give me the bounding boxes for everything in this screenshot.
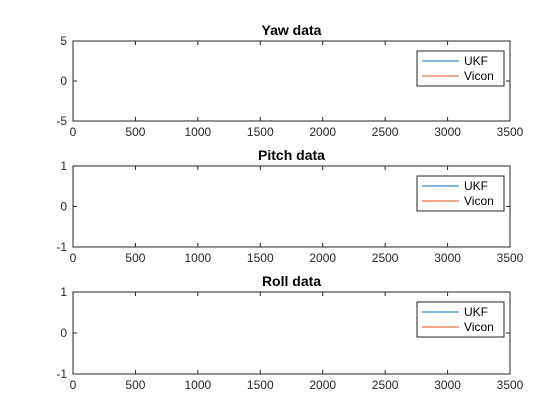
x-tick-label: 500: [125, 125, 145, 139]
chart-title: Pitch data: [258, 147, 325, 163]
x-tick-label: 0: [70, 378, 77, 392]
y-tick-label: 5: [60, 34, 67, 48]
x-tick-label: 2500: [372, 125, 399, 139]
legend-label-ukf: UKF: [464, 54, 488, 68]
legend-box: [416, 50, 505, 87]
legend-label-ukf: UKF: [464, 179, 488, 193]
x-tick-label: 2500: [372, 251, 399, 265]
y-tick-label: 1: [60, 159, 67, 173]
legend-label-vicon: Vicon: [464, 320, 494, 334]
x-tick-label: 0: [70, 125, 77, 139]
chart-title: Roll data: [262, 273, 321, 289]
x-tick-label: 1000: [185, 251, 212, 265]
legend-label-vicon: Vicon: [464, 69, 494, 83]
x-tick-label: 2000: [309, 251, 336, 265]
x-tick-label: 1000: [185, 125, 212, 139]
y-tick-label: -1: [56, 367, 67, 381]
x-tick-label: 1000: [185, 378, 212, 392]
y-tick-label: 0: [60, 74, 67, 88]
x-tick-label: 2000: [309, 378, 336, 392]
y-tick-label: 0: [60, 326, 67, 340]
x-tick-label: 1500: [247, 125, 274, 139]
legend-box: [416, 301, 505, 338]
x-tick-label: 3000: [434, 378, 461, 392]
x-tick-label: 2500: [372, 378, 399, 392]
y-tick-label: -5: [56, 114, 67, 128]
x-tick-label: 3500: [497, 125, 524, 139]
x-tick-label: 2000: [309, 125, 336, 139]
x-tick-label: 3500: [497, 251, 524, 265]
x-tick-label: 500: [125, 378, 145, 392]
legend-label-vicon: Vicon: [464, 194, 494, 208]
legend-label-ukf: UKF: [464, 305, 488, 319]
y-tick-label: -1: [56, 240, 67, 254]
x-tick-label: 1500: [247, 251, 274, 265]
x-tick-label: 500: [125, 251, 145, 265]
x-tick-label: 1500: [247, 378, 274, 392]
x-tick-label: 0: [70, 251, 77, 265]
chart-title: Yaw data: [262, 22, 322, 38]
y-tick-label: 1: [60, 285, 67, 299]
x-tick-label: 3000: [434, 125, 461, 139]
x-tick-label: 3500: [497, 378, 524, 392]
x-tick-label: 3000: [434, 251, 461, 265]
legend-box: [416, 175, 505, 212]
y-tick-label: 0: [60, 200, 67, 214]
